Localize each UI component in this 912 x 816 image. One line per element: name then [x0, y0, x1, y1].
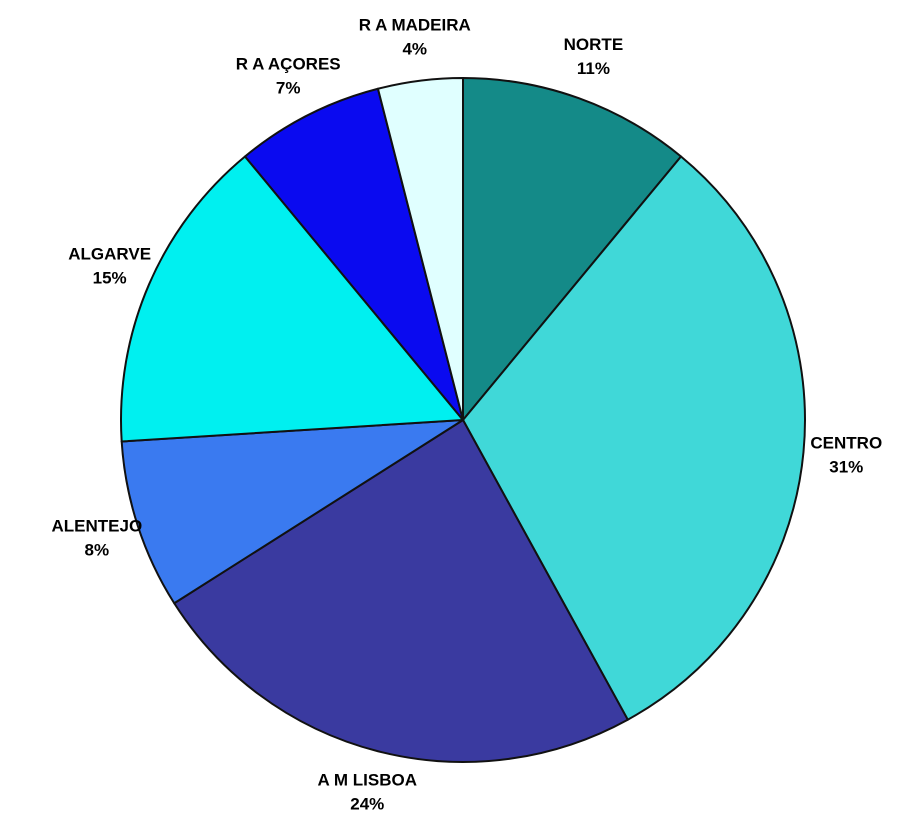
slice-value-label: 8%: [85, 540, 110, 559]
slice-value-label: 31%: [829, 458, 863, 477]
slice-value-label: 15%: [93, 269, 127, 288]
slice-label: R A AÇORES: [236, 54, 341, 73]
pie-slice: [244, 87, 464, 421]
slice-label: ALENTEJO: [51, 516, 142, 535]
pie-slice: [120, 155, 464, 443]
pie-slice: [120, 419, 464, 605]
pie-slice: [462, 77, 682, 421]
pie-slice: [173, 419, 629, 763]
slice-label: CENTRO: [810, 434, 882, 453]
slice-label: R A MADEIRA: [359, 16, 471, 35]
slice-value-label: 24%: [350, 794, 384, 813]
slice-label: A M LISBOA: [318, 770, 417, 789]
slice-value-label: 11%: [577, 59, 610, 78]
pie-slice: [376, 77, 464, 421]
slice-label: ALGARVE: [68, 245, 151, 264]
slice-value-label: 4%: [402, 40, 427, 59]
slice-value-label: 7%: [276, 78, 301, 97]
pie-slice: [462, 155, 806, 721]
slice-label: NORTE: [564, 35, 624, 54]
